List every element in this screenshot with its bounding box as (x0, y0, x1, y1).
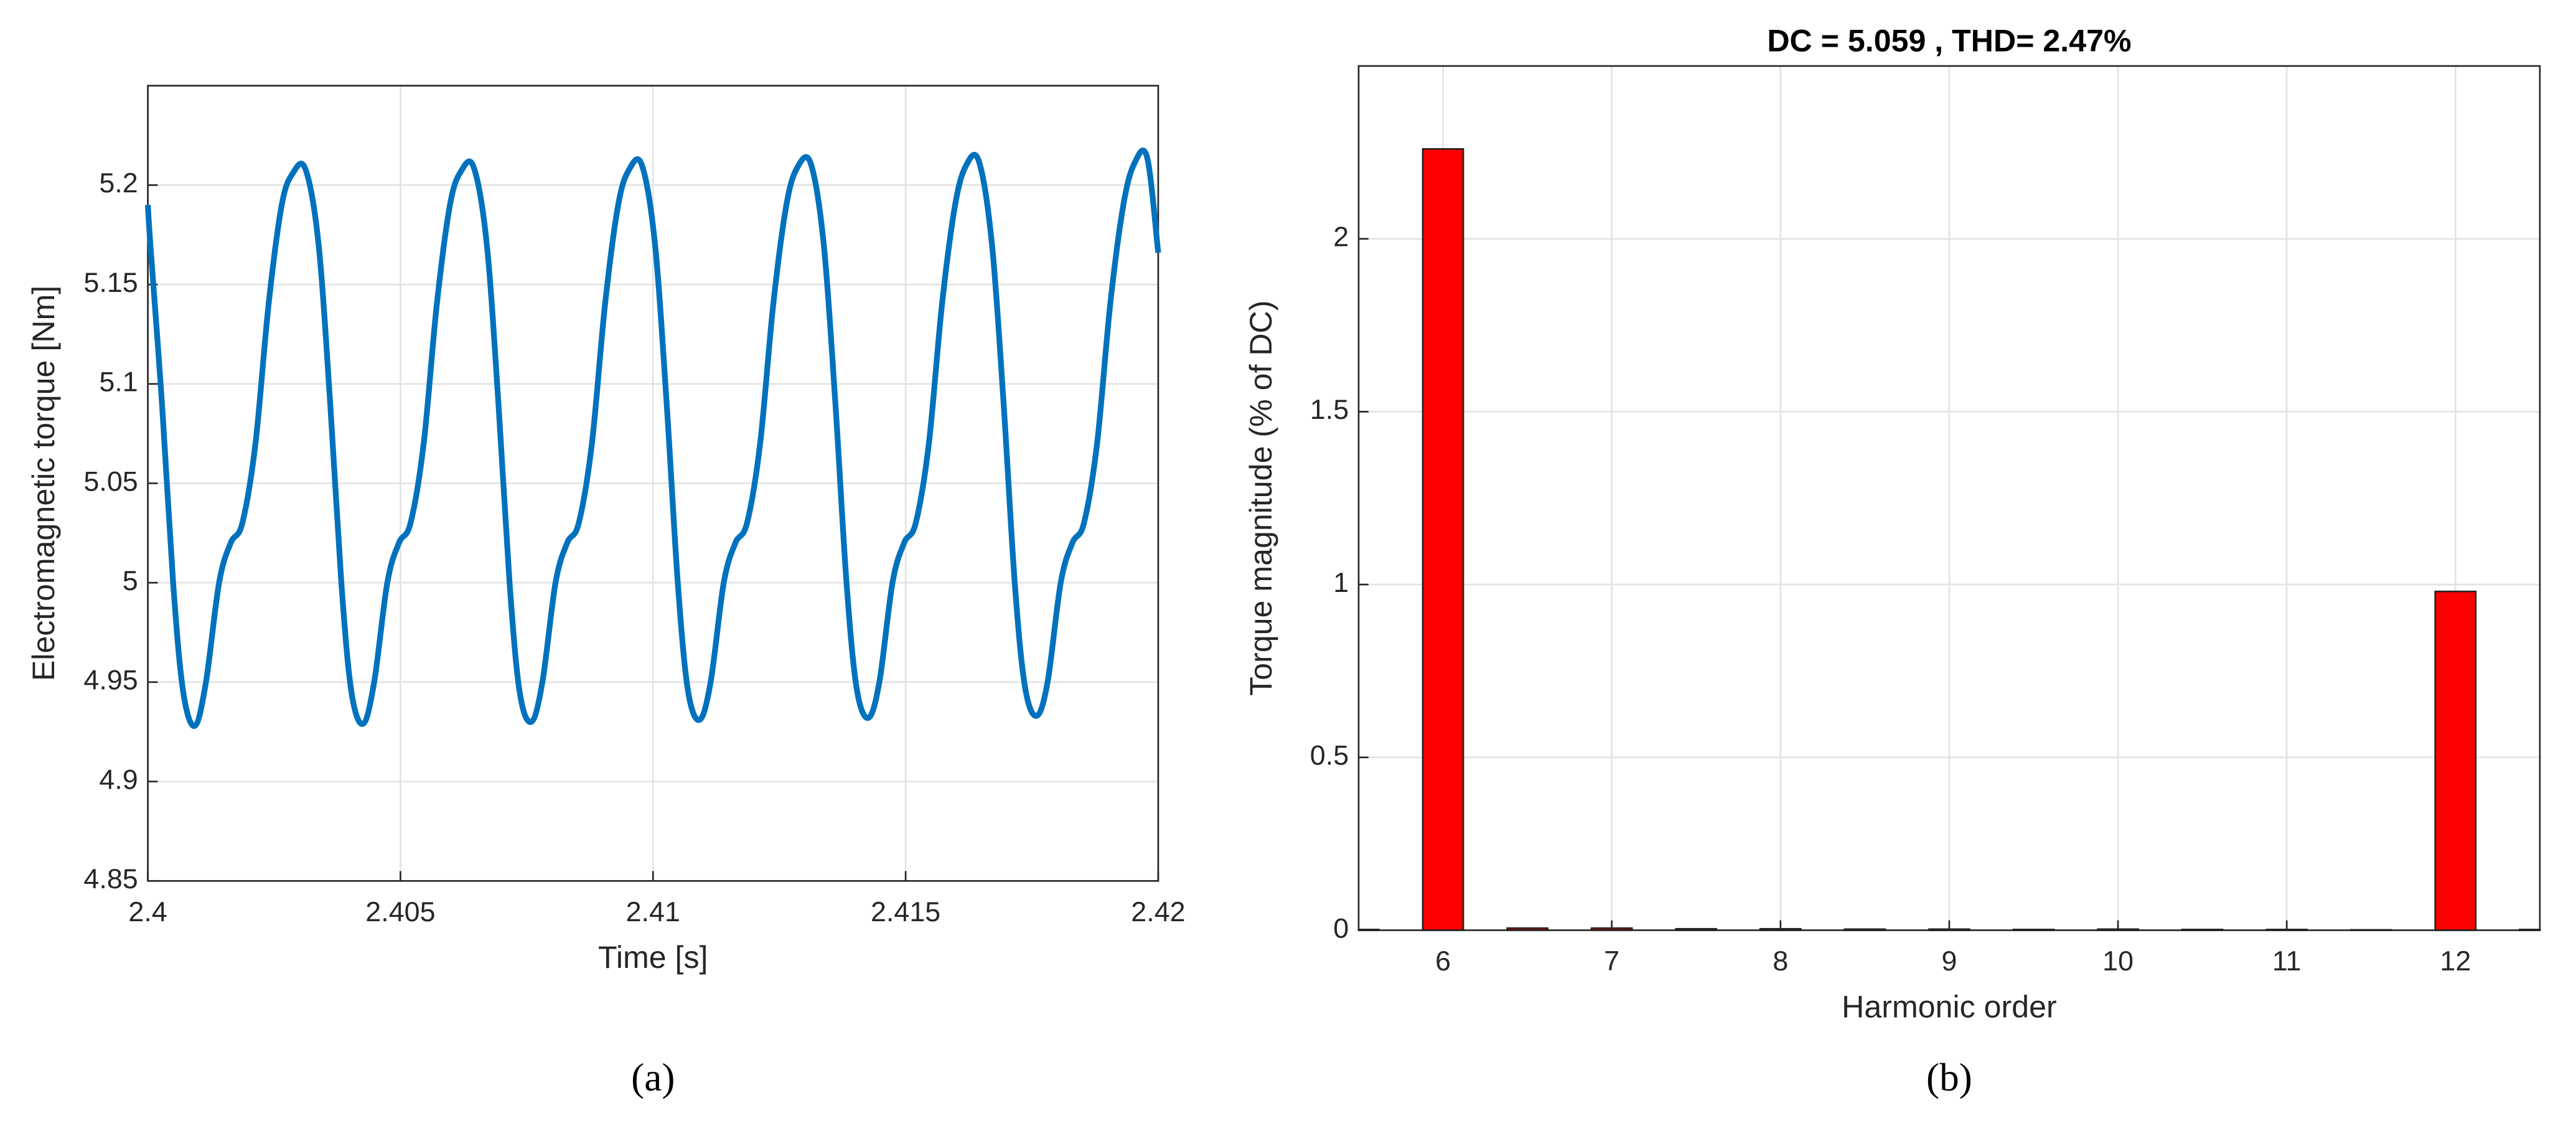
bar (1357, 929, 1380, 931)
y-tick-label: 4.9 (99, 763, 138, 795)
y-axis-label: Torque magnitude (% of DC) (1244, 301, 1278, 696)
axes-box (147, 85, 1159, 882)
y-axis-label: Electromagnetic torque [Nm] (26, 286, 61, 681)
y-tick-label: 5.05 (83, 465, 138, 497)
x-tick-label: 9 (1941, 945, 1957, 977)
y-tick-label: 4.95 (83, 664, 138, 696)
x-tick-label: 2.41 (626, 896, 680, 927)
x-tick-label: 8 (1773, 945, 1788, 977)
bar (2012, 929, 2055, 931)
bar (1843, 928, 1886, 931)
y-tick-label: 5.1 (99, 366, 138, 398)
x-tick-label: 2.415 (871, 896, 940, 927)
bar (1759, 927, 1802, 931)
bar (2519, 929, 2541, 931)
y-tick-label: 1 (1333, 566, 1349, 598)
x-axis-label: Harmonic order (1842, 989, 2057, 1024)
y-tick-label: 0 (1333, 912, 1349, 944)
x-tick-label: 2.405 (365, 896, 435, 927)
bar (2181, 929, 2224, 931)
x-tick-label: 10 (2102, 945, 2133, 977)
caption: (b) (1926, 1056, 1972, 1099)
y-tick-label: 5.15 (83, 266, 138, 298)
bar (1421, 148, 1464, 931)
chart-title: DC = 5.059 , THD= 2.47% (1767, 23, 2131, 58)
bar (1675, 927, 1718, 931)
x-tick-label: 12 (2440, 945, 2471, 977)
bar (2434, 590, 2477, 931)
y-tick-label: 5 (123, 565, 138, 596)
y-tick-label: 4.85 (83, 863, 138, 894)
x-tick-label: 7 (1604, 945, 1619, 977)
x-tick-label: 2.42 (1131, 896, 1185, 927)
bar (1506, 927, 1548, 931)
y-tick-label: 1.5 (1310, 393, 1349, 425)
data-line (144, 148, 1161, 729)
bar (2349, 929, 2392, 931)
caption: (a) (631, 1056, 675, 1099)
y-tick-label: 2 (1333, 221, 1349, 253)
bar (2265, 929, 2308, 931)
x-tick-label: 11 (2272, 945, 2302, 977)
bar (1590, 927, 1633, 931)
bar (1928, 928, 1970, 931)
x-tick-label: 2.4 (128, 896, 167, 927)
y-tick-label: 0.5 (1310, 739, 1349, 771)
y-tick-label: 5.2 (99, 167, 138, 199)
bar (2097, 928, 2139, 931)
x-axis-label: Time [s] (598, 940, 708, 975)
x-tick-label: 6 (1435, 945, 1451, 977)
